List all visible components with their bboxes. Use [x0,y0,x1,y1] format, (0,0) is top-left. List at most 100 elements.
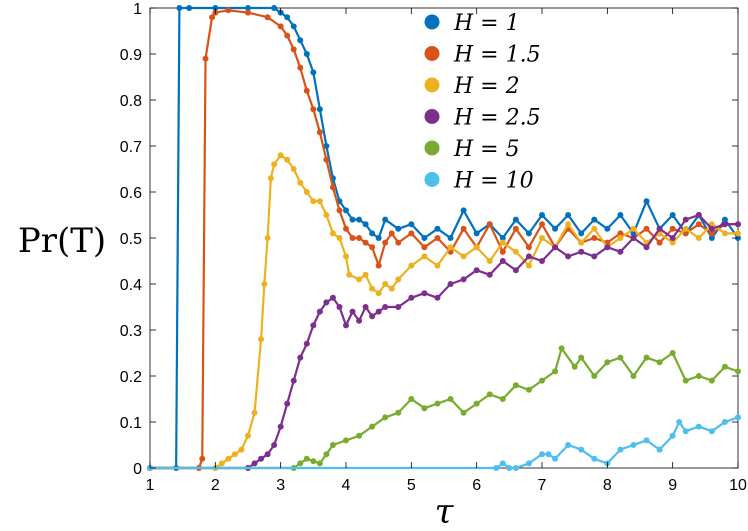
data-point [369,285,376,292]
data-point [375,262,382,269]
data-point [617,230,624,237]
data-point [525,386,532,393]
plot-frame [149,7,739,469]
data-point [421,290,428,297]
data-point [643,225,650,232]
data-point [591,216,598,223]
data-point [617,235,624,241]
data-point [290,377,297,384]
data-point [656,446,663,453]
x-tick-label: 2 [211,477,220,494]
series-path [150,213,738,470]
data-point [682,225,689,232]
data-point [408,262,415,269]
data-point [552,455,559,462]
data-point [310,198,317,205]
data-point [395,239,402,246]
data-point [343,207,349,214]
data-point [225,455,232,462]
data-point [460,276,467,283]
data-point [382,304,389,310]
data-point [735,230,741,237]
data-point [565,221,572,228]
data-point [388,285,395,292]
data-point [310,69,317,76]
data-point [617,354,624,361]
data-point [539,451,545,458]
data-point [617,446,624,453]
data-point [303,340,310,347]
y-tick-label: 0.3 [120,323,142,340]
data-point [297,179,304,186]
data-point [695,423,702,430]
data-point [218,460,225,467]
data-point [539,212,545,218]
data-point [578,239,585,246]
data-point [290,23,297,30]
data-point [369,313,376,320]
data-point [708,230,715,237]
data-point [447,235,454,241]
data-point [604,225,611,232]
data-point [225,7,232,14]
data-point [578,230,585,237]
data-point [382,414,389,421]
legend: H = 1 H = 1.5 H = 2 H = 2.5 H = 5 H = 10 [424,11,541,194]
data-point [565,253,572,260]
data-point [277,423,284,430]
data-point [539,377,545,384]
data-point [408,230,415,237]
data-point [329,230,336,237]
data-point [682,377,689,384]
data-point [271,5,278,11]
data-point [277,152,284,159]
data-point [316,106,323,113]
data-point [682,216,689,223]
legend-label: H = 10 [453,169,534,194]
y-tick-label: 0.8 [120,93,142,110]
y-tick-label: 0.6 [120,185,142,202]
data-point [323,299,330,306]
series-line [147,7,741,471]
data-point [447,244,454,251]
data-point [525,244,532,251]
data-point [545,451,552,458]
data-point [343,253,349,260]
data-point [499,235,506,241]
data-point [261,281,268,287]
data-point [735,221,741,228]
data-point [708,235,715,241]
data-point [525,230,532,237]
data-point [643,437,650,444]
x-tick-label: 10 [729,477,747,494]
data-point [486,271,493,278]
series-path [150,154,738,470]
data-point [460,409,467,416]
data-point [473,267,480,274]
data-point [271,161,278,168]
data-point [336,235,343,241]
data-point [512,225,519,232]
data-point [656,359,663,366]
data-point [303,455,310,462]
data-point [336,207,343,214]
data-point [382,281,389,287]
data-point [434,235,441,241]
data-point [231,451,238,458]
data-point [362,271,369,278]
y-tick-label: 0.1 [120,415,142,432]
data-point [473,400,480,407]
data-point [447,281,454,287]
data-point [499,239,506,246]
legend-label: H = 2.5 [453,106,541,131]
y-axis-label: Pr(T) [18,221,106,261]
data-point [708,428,715,435]
data-point [669,432,676,439]
data-point [277,23,284,30]
data-point [369,244,376,251]
data-point [323,451,330,458]
legend-label: H = 1.5 [453,43,541,68]
data-point [721,230,728,237]
data-point [591,373,598,379]
